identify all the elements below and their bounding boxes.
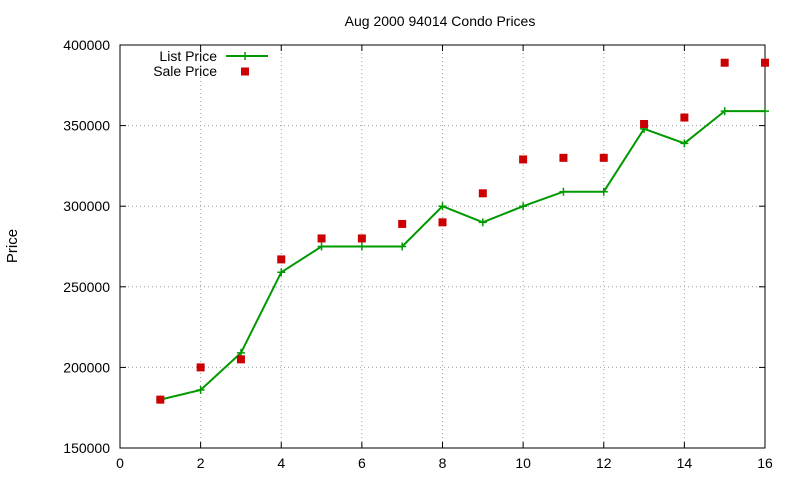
sale-price-point — [559, 153, 568, 162]
y-tick-label: 250000 — [63, 279, 110, 295]
sale-price-point — [277, 255, 286, 264]
x-tick-label: 10 — [515, 455, 531, 471]
series-layer — [156, 58, 769, 404]
sale-price-point — [196, 363, 205, 372]
list-price-point — [720, 107, 729, 116]
legend: List Price Sale Price — [153, 48, 268, 79]
x-tick-label: 14 — [677, 455, 693, 471]
y-axis-label: Price — [4, 229, 21, 263]
plot-frame — [119, 44, 766, 449]
legend-label-list-price: List Price — [159, 48, 217, 64]
y-tick-label: 350000 — [63, 118, 110, 134]
sale-price-point — [599, 153, 608, 162]
legend-marker-list-price — [241, 52, 249, 60]
list-price-point — [357, 242, 366, 251]
x-tick-label: 8 — [439, 455, 447, 471]
sale-price-point — [357, 234, 366, 243]
x-tick-label: 4 — [277, 455, 285, 471]
list-price-point — [559, 187, 568, 196]
list-price-line — [160, 110, 765, 401]
grid-layer — [120, 45, 765, 448]
legend-marker-sale-price — [241, 67, 249, 76]
x-tick-label: 0 — [116, 455, 124, 471]
x-tick-label: 2 — [197, 455, 205, 471]
y-tick-label: 200000 — [63, 359, 110, 375]
sale-price-point — [680, 113, 689, 122]
list-price-point — [761, 107, 769, 116]
sale-price-point — [720, 58, 729, 67]
sale-price-point — [761, 58, 769, 67]
sale-price-point — [519, 155, 528, 164]
sale-price-point — [317, 234, 326, 243]
sale-price-point — [438, 218, 447, 227]
list-price-point — [277, 268, 286, 277]
x-tick-label: 12 — [596, 455, 612, 471]
y-tick-label: 300000 — [63, 198, 110, 214]
list-price-point — [317, 242, 326, 251]
sale-price-point — [398, 219, 407, 228]
list-price-point — [196, 385, 205, 394]
list-price-point — [599, 187, 608, 196]
x-tick-label: 6 — [358, 455, 366, 471]
sale-price-point — [236, 355, 245, 364]
list-price-point — [519, 202, 528, 211]
list-price-point — [438, 202, 447, 211]
sale-price-point — [156, 395, 165, 404]
list-price-point — [398, 242, 407, 251]
ticks-layer: 0 2 4 6 8 10 12 14 16 150000 200000 250000 300000 350… — [63, 37, 773, 471]
sale-price-point — [478, 189, 487, 198]
sale-price-point — [640, 119, 649, 128]
list-price-point — [680, 139, 689, 148]
y-tick-label: 150000 — [63, 440, 110, 456]
legend-label-sale-price: Sale Price — [153, 63, 217, 79]
chart-title: Aug 2000 94014 Condo Prices — [345, 13, 536, 29]
list-price-point — [478, 218, 487, 227]
x-tick-label: 16 — [757, 455, 773, 471]
y-tick-label: 400000 — [63, 37, 110, 53]
